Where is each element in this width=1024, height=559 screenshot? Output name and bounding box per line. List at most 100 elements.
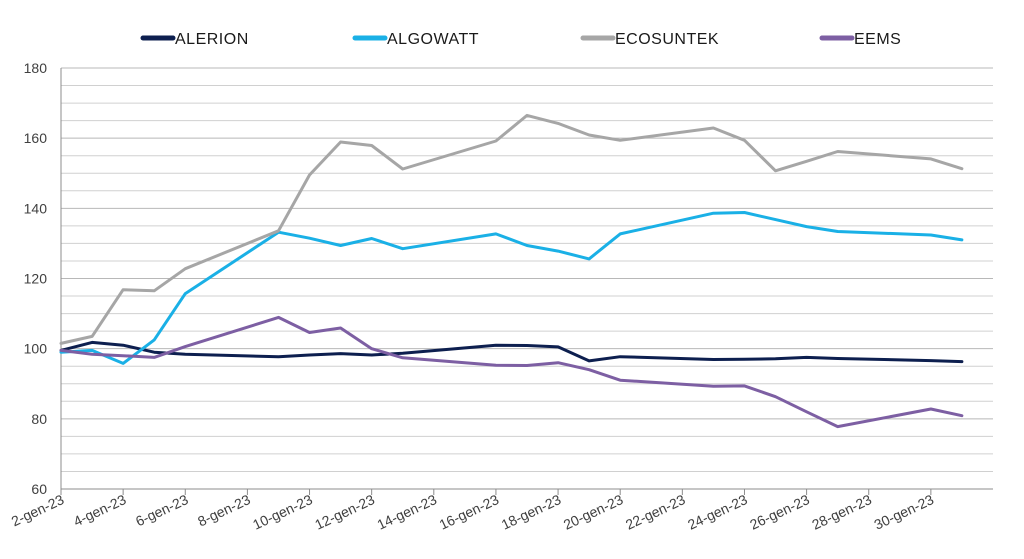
data-point-ecosuntek (401, 167, 405, 171)
data-point-algowatt (152, 338, 156, 342)
data-point-eems (183, 345, 187, 349)
data-point-eems (805, 410, 809, 414)
data-point-eems (774, 395, 778, 399)
data-point-ecosuntek (587, 133, 591, 137)
data-point-algowatt (90, 348, 94, 352)
legend-item-algowatt: ALGOWATT (352, 31, 479, 48)
data-point-eems (308, 331, 312, 335)
x-tick-label: 8-gen-23 (195, 491, 253, 529)
data-point-algowatt (960, 238, 964, 242)
data-point-algowatt (711, 211, 715, 215)
data-point-algowatt (836, 229, 840, 233)
x-tick-label: 12-gen-23 (312, 491, 377, 533)
data-point-ecosuntek (805, 159, 809, 163)
data-point-alerion (618, 355, 622, 359)
data-point-ecosuntek (494, 139, 498, 143)
legend-item-alerion: ALERION (140, 31, 248, 48)
data-point-algowatt (308, 236, 312, 240)
data-point-ecosuntek (618, 138, 622, 142)
data-point-eems (339, 326, 343, 330)
data-point-ecosuntek (276, 229, 280, 233)
data-point-algowatt (370, 237, 374, 241)
data-point-algowatt (494, 232, 498, 236)
data-point-alerion (774, 357, 778, 361)
legend: ALERION ALGOWATT ECOSUNTEK EEMS (140, 31, 901, 48)
data-point-ecosuntek (774, 169, 778, 173)
gridlines (61, 67, 993, 472)
data-point-alerion (401, 351, 405, 355)
data-point-alerion (960, 360, 964, 364)
data-point-algowatt (339, 244, 343, 248)
series-line-alerion (59, 340, 964, 364)
data-point-eems (618, 378, 622, 382)
legend-label: EEMS (854, 31, 901, 48)
data-point-alerion (836, 356, 840, 360)
data-point-ecosuntek (308, 173, 312, 177)
data-point-alerion (308, 353, 312, 357)
data-point-eems (152, 355, 156, 359)
x-tick-label: 14-gen-23 (374, 491, 439, 533)
data-point-alerion (370, 353, 374, 357)
data-point-alerion (587, 359, 591, 363)
data-point-alerion (152, 350, 156, 354)
data-point-ecosuntek (90, 334, 94, 338)
x-tick-label: 10-gen-23 (250, 491, 315, 533)
y-tick-label: 60 (31, 481, 47, 497)
data-point-eems (525, 364, 529, 368)
data-point-eems (121, 354, 125, 358)
data-point-eems (587, 368, 591, 372)
data-point-eems (711, 384, 715, 388)
data-point-alerion (121, 343, 125, 347)
x-tick-label: 30-gen-23 (872, 491, 937, 533)
x-tick-label: 18-gen-23 (499, 491, 564, 533)
data-point-algowatt (525, 244, 529, 248)
x-tick-label: 4-gen-23 (71, 491, 129, 529)
data-point-eems (556, 361, 560, 365)
y-tick-label: 120 (24, 271, 48, 287)
data-point-eems (929, 407, 933, 411)
data-point-ecosuntek (339, 140, 343, 144)
data-point-eems (401, 356, 405, 360)
data-point-ecosuntek (742, 138, 746, 142)
data-point-alerion (556, 345, 560, 349)
data-point-alerion (276, 355, 280, 359)
legend-label: ALGOWATT (387, 31, 479, 48)
series-line-eems (59, 315, 964, 429)
data-point-alerion (339, 352, 343, 356)
data-point-alerion (90, 340, 94, 344)
x-tick-label: 6-gen-23 (133, 491, 191, 529)
y-tick-label: 140 (24, 200, 48, 216)
data-point-eems (960, 414, 964, 418)
x-tick-label: 16-gen-23 (437, 491, 502, 533)
data-point-alerion (805, 355, 809, 359)
data-point-ecosuntek (711, 126, 715, 130)
data-point-ecosuntek (525, 113, 529, 117)
y-tick-label: 180 (24, 60, 48, 76)
data-point-algowatt (774, 218, 778, 222)
legend-label: ECOSUNTEK (615, 31, 719, 48)
data-point-eems (742, 384, 746, 388)
data-point-ecosuntek (121, 288, 125, 292)
x-tick-label: 22-gen-23 (623, 491, 688, 533)
data-point-ecosuntek (183, 267, 187, 271)
data-point-algowatt (587, 257, 591, 261)
x-tick-label: 28-gen-23 (809, 491, 874, 533)
data-point-eems (276, 315, 280, 319)
x-tick-label: 26-gen-23 (747, 491, 812, 533)
data-point-ecosuntek (929, 157, 933, 161)
data-point-alerion (183, 352, 187, 356)
legend-item-eems: EEMS (819, 31, 901, 48)
data-point-ecosuntek (556, 121, 560, 125)
data-point-alerion (494, 343, 498, 347)
series-lines (59, 113, 964, 429)
x-tick-label: 20-gen-23 (561, 491, 626, 533)
data-point-eems (370, 347, 374, 351)
data-point-algowatt (183, 292, 187, 296)
data-point-alerion (525, 344, 529, 348)
data-point-eems (836, 425, 840, 429)
legend-item-ecosuntek: ECOSUNTEK (580, 31, 719, 48)
y-tick-label: 160 (24, 130, 48, 146)
data-point-algowatt (618, 232, 622, 236)
y-tick-label: 100 (24, 341, 48, 357)
